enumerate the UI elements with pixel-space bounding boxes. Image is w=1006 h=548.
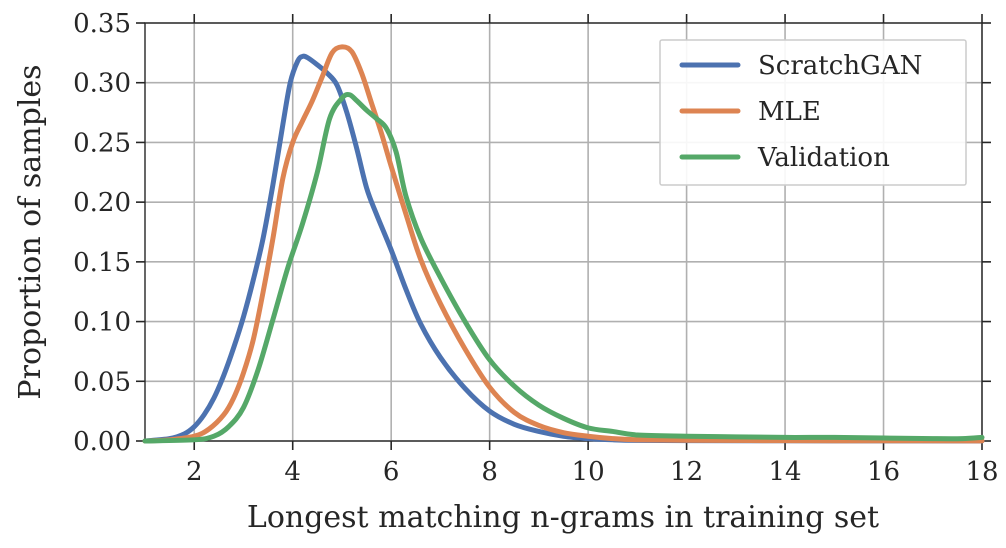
legend-label-scratchgan: ScratchGAN	[758, 51, 922, 81]
x-tick-label: 16	[867, 457, 900, 487]
x-tick-label: 18	[965, 457, 998, 487]
x-tick-label: 10	[572, 457, 605, 487]
y-tick-label: 0.10	[73, 308, 131, 338]
y-tick-label: 0.35	[73, 9, 131, 39]
y-tick-label: 0.15	[73, 248, 131, 278]
x-tick-label: 12	[670, 457, 703, 487]
y-tick-label: 0.00	[73, 427, 131, 457]
x-tick-label: 6	[383, 457, 400, 487]
axes: 2 4 6 8 10 12 14 16 18 0.00 0.05 0.10 0.15 0.20 0.25 0.…	[73, 9, 998, 487]
y-tick-label: 0.30	[73, 69, 131, 99]
plot-frame	[144, 22, 983, 442]
y-axis-title: Proportion of samples	[13, 64, 48, 399]
x-tick-label: 14	[769, 457, 802, 487]
x-tick-label: 4	[284, 457, 301, 487]
series-line-validation	[142, 91, 985, 444]
series-line-mle	[142, 44, 985, 444]
y-tick-label: 0.25	[73, 128, 131, 158]
legend-label-mle: MLE	[758, 97, 821, 127]
x-axis-title: Longest matching n-grams in training set	[247, 500, 879, 535]
y-tick-label: 0.20	[73, 188, 131, 218]
x-tick-label: 8	[481, 457, 498, 487]
y-tick-label: 0.05	[73, 367, 131, 397]
series-lines	[142, 44, 985, 444]
x-tick-label: 2	[186, 457, 203, 487]
legend-box	[659, 39, 967, 186]
legend-label-validation: Validation	[757, 143, 890, 173]
legend: ScratchGAN MLE Validation	[659, 39, 967, 186]
